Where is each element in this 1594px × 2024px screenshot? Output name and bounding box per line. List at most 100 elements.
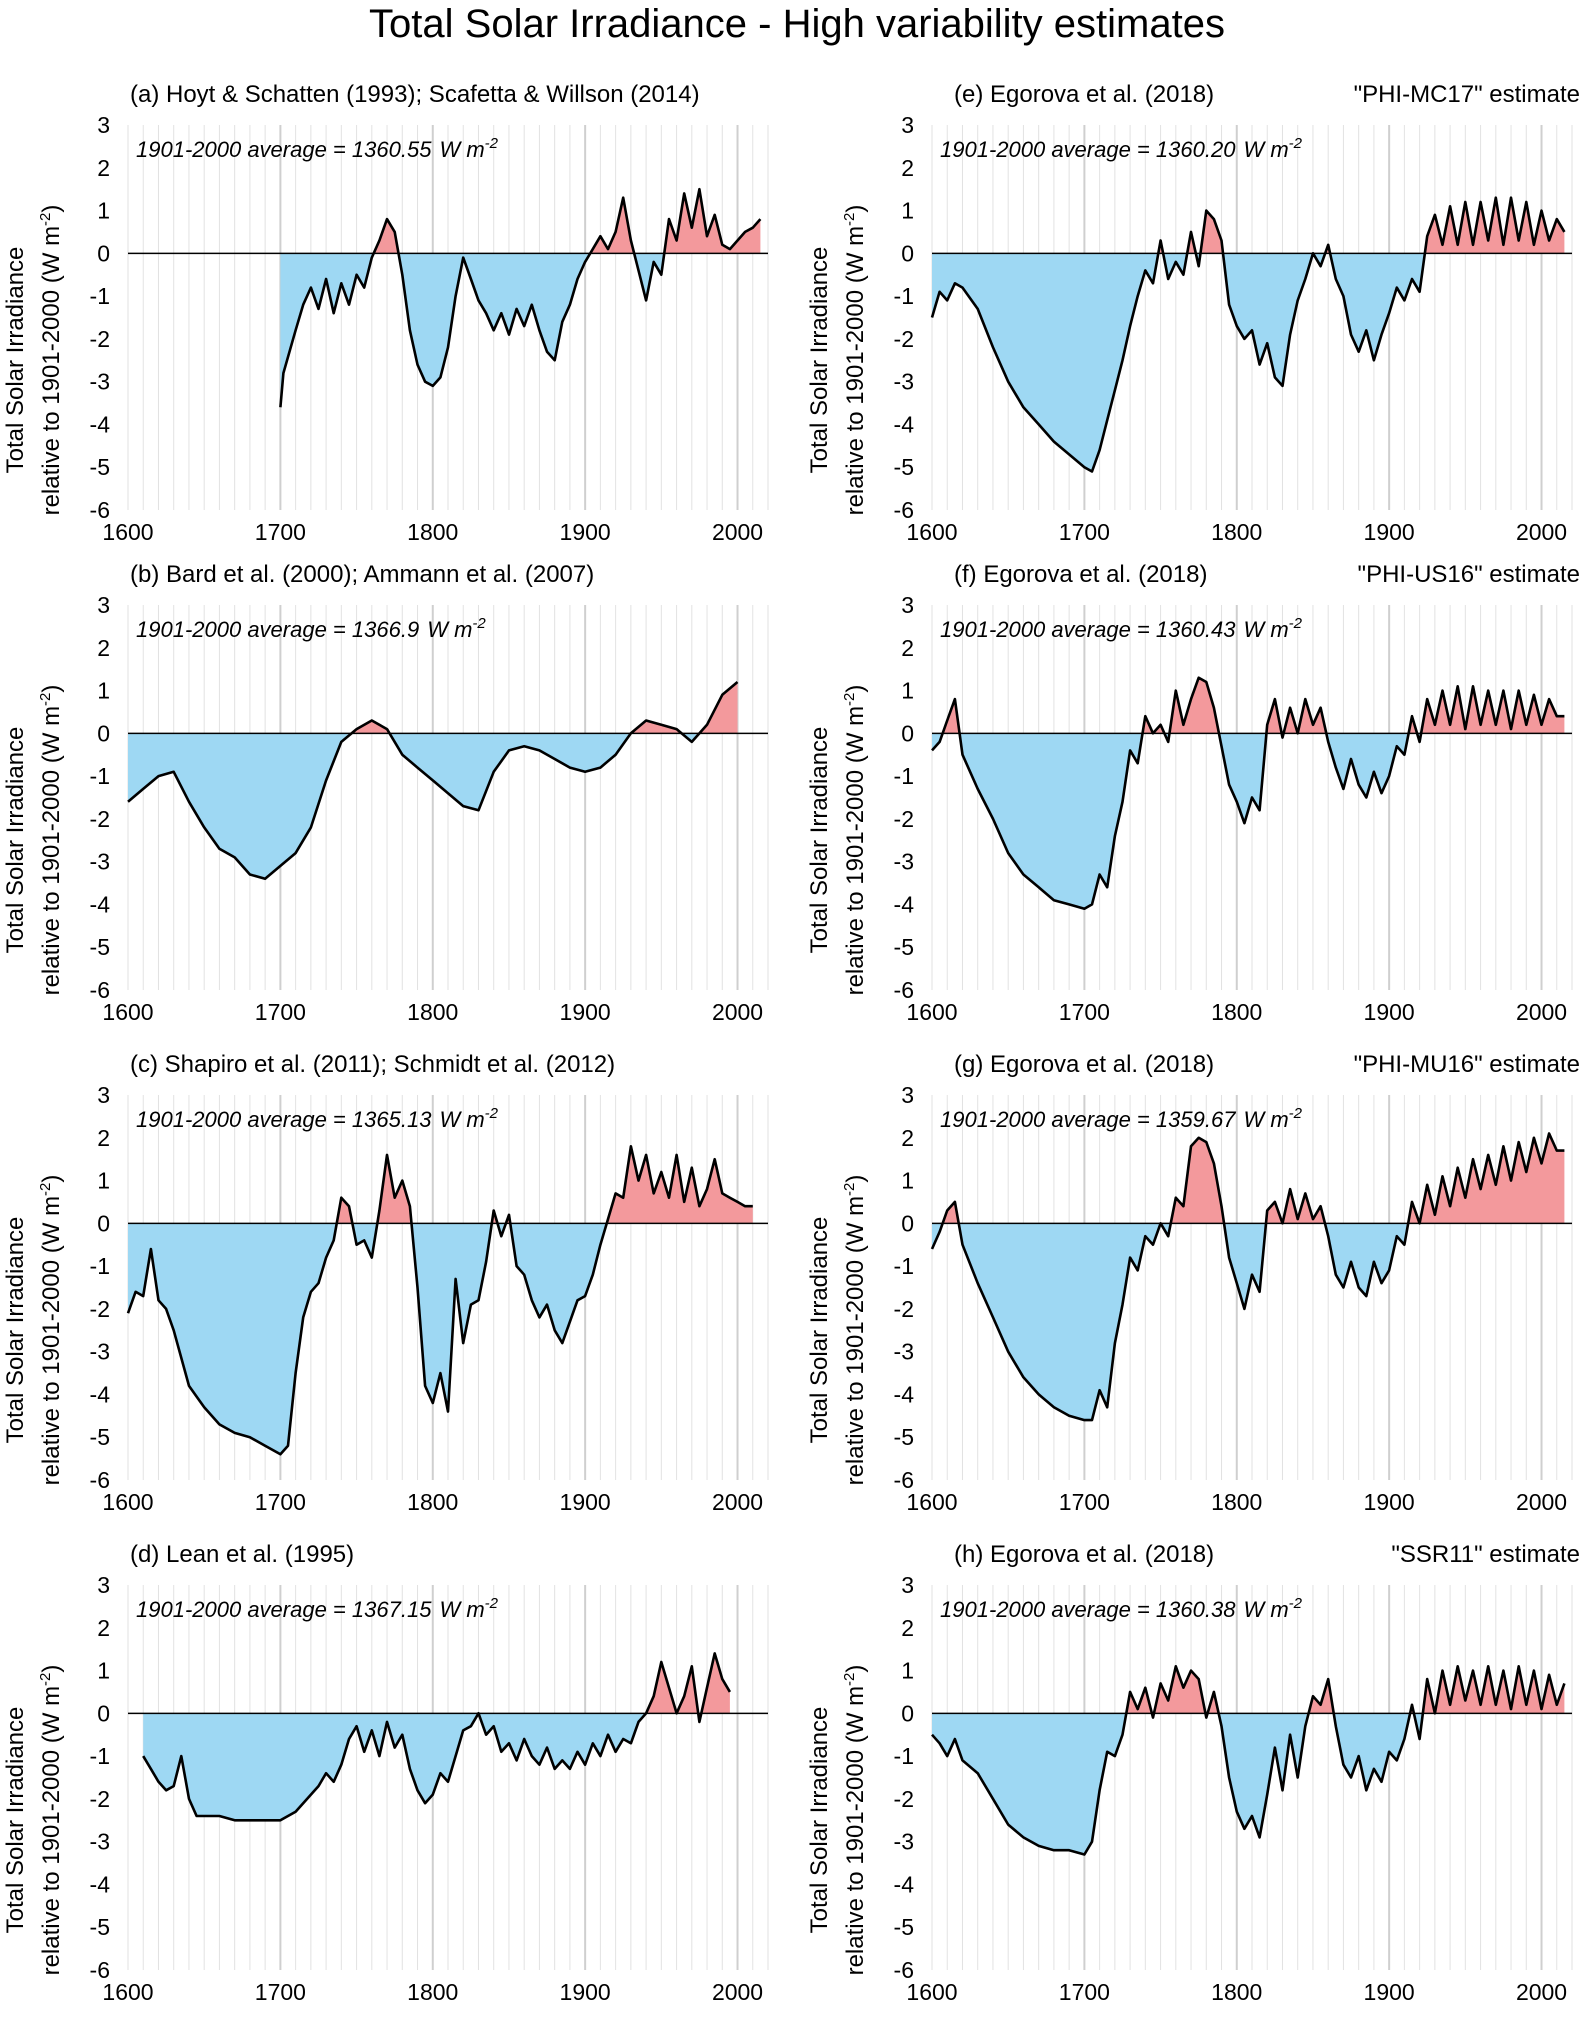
y-tick-label: 1 xyxy=(901,1168,914,1194)
x-tick-label: 1600 xyxy=(102,1979,153,2005)
y-tick-label: -1 xyxy=(894,1253,914,1279)
y-tick-label: -5 xyxy=(90,1424,110,1450)
x-tick-label: 1800 xyxy=(1211,1489,1262,1515)
negative-area xyxy=(932,253,1425,472)
y-axis-label-sup: -2 xyxy=(37,1672,54,1686)
panel-title: (g) Egorova et al. (2018) xyxy=(954,1051,1215,1078)
y-tick-label: -1 xyxy=(90,283,110,309)
y-tick-label: -4 xyxy=(894,891,915,917)
x-tick-label: 1800 xyxy=(407,999,458,1025)
y-axis-label-sup: -2 xyxy=(37,1182,54,1196)
y-tick-label: 2 xyxy=(901,635,914,661)
y-tick-label: -1 xyxy=(894,763,914,789)
y-axis-label-line2: relative to 1901-2000 (W m-2) xyxy=(31,650,67,1030)
y-tick-label: 0 xyxy=(97,1210,110,1236)
y-tick-label: 0 xyxy=(97,720,110,746)
avg-value: 1367.15 xyxy=(352,1597,432,1622)
y-tick-label: -2 xyxy=(894,1786,914,1812)
y-tick-label: -4 xyxy=(90,1871,111,1897)
y-tick-label: -5 xyxy=(90,454,110,480)
x-tick-label: 1800 xyxy=(1211,999,1262,1025)
y-tick-label: 3 xyxy=(901,1572,914,1598)
tsi-series-line xyxy=(127,681,739,881)
y-axis-label-line2: relative to 1901-2000 (W m-2) xyxy=(31,1140,67,1520)
y-tick-label: -6 xyxy=(90,497,110,523)
y-tick-label: 3 xyxy=(901,592,914,618)
y-tick-label: -3 xyxy=(894,1339,914,1365)
y-tick-label: -6 xyxy=(894,1467,914,1493)
x-tick-label: 1900 xyxy=(560,999,611,1025)
panel-title: (b) Bard et al. (2000); Ammann et al. (2… xyxy=(130,561,595,588)
y-tick-label: -1 xyxy=(90,1743,110,1769)
tsi-series-line xyxy=(126,1145,753,1456)
tsi-series-line xyxy=(930,196,1566,473)
y-tick-label: -3 xyxy=(90,849,110,875)
y-axis-label-line2-text: relative to 1901-2000 (W m xyxy=(38,225,65,516)
y-axis-label-line2: relative to 1901-2000 (W m-2) xyxy=(31,170,67,550)
y-axis-label-text: Total Solar Irradiance relative to 1901-2… xyxy=(805,1630,871,2010)
y-tick-label: -5 xyxy=(894,454,914,480)
avg-prefix: 1901-2000 average = xyxy=(940,1107,1156,1132)
y-axis-label-line1: Total Solar Irradiance xyxy=(805,1630,835,2010)
x-tick-label: 2000 xyxy=(1516,999,1567,1025)
x-tick-label: 2000 xyxy=(712,519,763,545)
y-tick-label: 2 xyxy=(901,1125,914,1151)
y-tick-label: -1 xyxy=(894,283,914,309)
y-axis-label-text: Total Solar Irradiance relative to 1901-2… xyxy=(1,1630,67,2010)
y-axis-label-close: ) xyxy=(38,1174,65,1183)
y-tick-label: 2 xyxy=(97,1125,110,1151)
y-axis-label: Total Solar Irradiance relative to 1901-2… xyxy=(806,650,869,1030)
y-axis-label-line2-text: relative to 1901-2000 (W m xyxy=(38,1195,65,1486)
x-tick-label: 1900 xyxy=(1364,1979,1415,2005)
x-tick-label: 2000 xyxy=(712,999,763,1025)
panel-title: (f) Egorova et al. (2018) xyxy=(954,561,1208,588)
y-tick-label: -4 xyxy=(90,891,111,917)
avg-unit: W m xyxy=(1243,1597,1288,1622)
y-tick-label: -2 xyxy=(894,326,914,352)
x-tick-label: 1800 xyxy=(407,1979,458,2005)
y-axis-label-line2-text: relative to 1901-2000 (W m xyxy=(38,705,65,996)
x-tick-label: 1800 xyxy=(407,1489,458,1515)
negative-area xyxy=(932,1713,1423,1855)
y-tick-label: -3 xyxy=(90,1829,110,1855)
tsi-series-line xyxy=(931,676,1565,911)
y-axis-label: Total Solar Irradiance relative to 1901-2… xyxy=(1,1630,67,2010)
y-tick-label: 3 xyxy=(97,112,110,138)
y-tick-label: 0 xyxy=(901,240,914,266)
y-tick-label: -4 xyxy=(90,411,111,437)
y-axis-label-text: Total Solar Irradiance relative to 1901-2… xyxy=(1,650,67,1030)
y-axis-label-line1: Total Solar Irradiance xyxy=(1,650,31,1030)
y-tick-label: 2 xyxy=(901,1615,914,1641)
x-tick-label: 1900 xyxy=(560,519,611,545)
y-axis-label-close: ) xyxy=(842,1664,869,1673)
avg-prefix: 1901-2000 average = xyxy=(940,137,1156,162)
x-tick-label: 1700 xyxy=(1059,1979,1110,2005)
y-tick-label: 2 xyxy=(97,155,110,181)
y-axis-label: Total Solar Irradiance relative to 1901-2… xyxy=(805,170,871,550)
x-tick-label: 2000 xyxy=(1516,1489,1567,1515)
y-tick-label: 1 xyxy=(901,678,914,704)
x-tick-label: 1700 xyxy=(255,519,306,545)
y-tick-label: -4 xyxy=(894,411,915,437)
average-annotation: 1901-2000 average = 1365.13 W m-2 xyxy=(136,1105,499,1132)
x-tick-label: 1800 xyxy=(1211,1979,1262,2005)
x-tick-label: 1900 xyxy=(1364,1489,1415,1515)
y-tick-label: -5 xyxy=(90,1914,110,1940)
y-axis-label-sup: -2 xyxy=(841,212,858,226)
x-tick-label: 2000 xyxy=(712,1979,763,2005)
y-axis-label-close: ) xyxy=(38,204,65,213)
y-tick-label: -6 xyxy=(90,977,110,1003)
y-axis-label-line2-text: relative to 1901-2000 (W m xyxy=(842,1195,869,1486)
panel-estimate: "PHI-MC17" estimate xyxy=(1353,81,1580,108)
y-axis-label-text: Total Solar Irradiance relative to 1901-2… xyxy=(805,170,871,550)
y-axis-label-sup: -2 xyxy=(841,692,858,706)
y-axis-label: Total Solar Irradiance relative to 1901-2… xyxy=(806,1140,869,1520)
y-axis-label-line1-text: Total Solar Irradiance xyxy=(806,726,833,954)
y-axis-label-close: ) xyxy=(842,1174,869,1183)
y-axis-label-line1-text: Total Solar Irradiance xyxy=(2,726,29,954)
y-tick-label: 1 xyxy=(97,1168,110,1194)
y-tick-label: -5 xyxy=(894,1424,914,1450)
y-tick-label: -6 xyxy=(90,1957,110,1983)
y-axis-label-line2-text: relative to 1901-2000 (W m xyxy=(842,225,869,516)
